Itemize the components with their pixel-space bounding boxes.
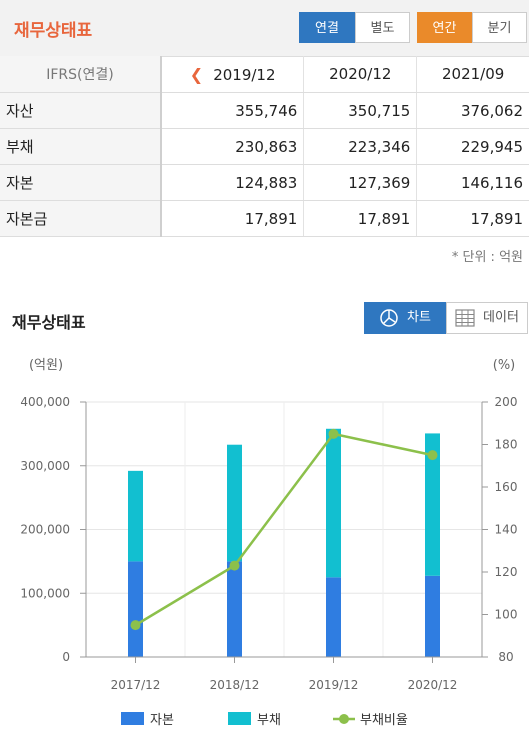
x-tick-label: 2020/12 <box>408 678 458 692</box>
point-debt-ratio <box>229 560 240 571</box>
table-cell: 223,346 <box>303 128 417 165</box>
bar-liabilities <box>128 470 143 562</box>
bar-equity <box>425 575 440 657</box>
right-tick-label: 100 <box>495 608 518 622</box>
table-cell: 17,891 <box>416 200 529 237</box>
column-header: ❮ 2019/12 <box>160 56 304 93</box>
right-tick-label: 180 <box>495 438 518 452</box>
row-label: 자본 <box>0 164 162 201</box>
financial-table: IFRS(연결) ❮ 2019/12 2020/12 2021/09 자산 355… <box>0 56 529 237</box>
table-cell: 17,891 <box>160 200 304 237</box>
left-tick-label: 0 <box>62 650 70 664</box>
scope-separate-button[interactable]: 별도 <box>355 12 410 43</box>
table-cell: 17,891 <box>303 200 417 237</box>
data-view-button[interactable]: 데이터 <box>446 302 528 334</box>
legend-swatch-liabilities <box>228 712 251 725</box>
left-tick-label: 400,000 <box>20 395 70 409</box>
table-cell: 376,062 <box>416 92 529 129</box>
table-grid-icon <box>455 309 475 327</box>
column-header: 2021/09 <box>416 56 529 93</box>
right-axis-unit: (%) <box>493 358 516 373</box>
table-cell: 355,746 <box>160 92 304 129</box>
view-toggle: 차트 데이터 <box>364 302 528 334</box>
scope-consolidated-button[interactable]: 연결 <box>299 12 355 43</box>
left-axis-unit: (억원) <box>29 358 63 373</box>
table-row: 자산 355,746 350,715 376,062 <box>0 92 529 129</box>
balance-sheet-chart: (억원) (%) 0 100,000 200,000 300,000 400,000 80… <box>20 358 518 728</box>
table-cell: 127,369 <box>303 164 417 201</box>
table-cell: 230,863 <box>160 128 304 165</box>
table-cell: 229,945 <box>416 128 529 165</box>
unit-note: * 단위 : 억원 <box>451 250 523 265</box>
left-tick-label: 100,000 <box>20 586 70 600</box>
row-label: 자본금 <box>0 200 162 237</box>
row-label: 자산 <box>0 92 162 129</box>
table-row: 부채 230,863 223,346 229,945 <box>0 128 529 165</box>
table-cell: 350,715 <box>303 92 417 129</box>
right-tick-label: 120 <box>495 565 518 579</box>
bar-equity <box>128 561 143 657</box>
point-debt-ratio <box>427 450 438 461</box>
scope-toggle: 연결 별도 <box>299 12 410 43</box>
table-row: 자본금 17,891 17,891 17,891 <box>0 200 529 237</box>
left-tick-label: 200,000 <box>20 523 70 537</box>
right-tick-label: 140 <box>495 523 518 537</box>
pie-chart-icon <box>380 309 398 327</box>
right-tick-label: 200 <box>495 395 518 409</box>
column-header: 2020/12 <box>303 56 417 93</box>
legend-marker-debt-ratio <box>339 714 349 724</box>
chevron-left-icon[interactable]: ❮ <box>189 64 204 84</box>
top-bar: 재무상태표 연결 별도 연간 분기 <box>0 0 529 57</box>
legend-label-debt-ratio: 부채비율 <box>360 713 408 728</box>
bar-liabilities <box>326 428 341 578</box>
table-header-row: IFRS(연결) ❮ 2019/12 2020/12 2021/09 <box>0 56 529 93</box>
point-debt-ratio <box>130 620 141 631</box>
bar-equity <box>326 577 341 657</box>
table-cell: 124,883 <box>160 164 304 201</box>
legend-swatch-equity <box>121 712 144 725</box>
table-row: 자본 124,883 127,369 146,116 <box>0 164 529 201</box>
period-toggle: 연간 분기 <box>417 12 527 43</box>
legend-label-liabilities: 부채 <box>257 713 281 728</box>
table-header-label: IFRS(연결) <box>0 56 162 93</box>
period-annual-button[interactable]: 연간 <box>417 12 472 43</box>
legend-label-equity: 자본 <box>150 713 174 728</box>
right-tick-label: 80 <box>498 650 513 664</box>
chart-section-title: 재무상태표 <box>12 313 86 332</box>
left-tick-label: 300,000 <box>20 459 70 473</box>
x-tick-label: 2017/12 <box>111 678 161 692</box>
bar-liabilities <box>227 444 242 562</box>
table-cell: 146,116 <box>416 164 529 201</box>
bar-liabilities <box>425 433 440 576</box>
row-label: 부채 <box>0 128 162 165</box>
point-debt-ratio <box>328 428 339 439</box>
line-debt-ratio <box>134 432 433 627</box>
chart-view-button[interactable]: 차트 <box>364 302 446 334</box>
x-tick-label: 2018/12 <box>210 678 260 692</box>
page-title: 재무상태표 <box>14 21 93 41</box>
x-tick-label: 2019/12 <box>309 678 359 692</box>
bar-equity <box>227 561 242 657</box>
period-quarter-button[interactable]: 분기 <box>472 12 527 43</box>
right-tick-label: 160 <box>495 480 518 494</box>
